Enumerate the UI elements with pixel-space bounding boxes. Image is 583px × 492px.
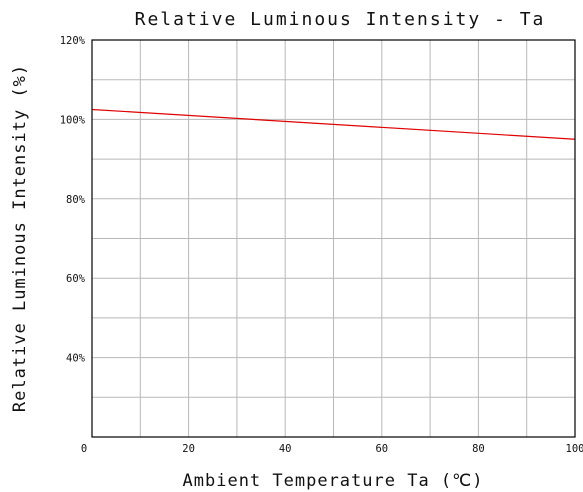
series-line-0: [91, 108, 576, 140]
x-tick-label-20: 20: [182, 443, 195, 455]
y-axis-label: Relative Luminous Intensity (%): [10, 64, 30, 412]
y-tick-labels: 40% 60% 80% 100% 120%: [60, 35, 86, 365]
x-tick-label-100: 100: [566, 443, 583, 455]
x-tick-label-0: 0: [81, 443, 87, 455]
chart-title: Relative Luminous Intensity - Ta: [135, 9, 546, 30]
x-tick-label-40: 40: [279, 443, 292, 455]
y-tick-label-80: 80%: [66, 194, 86, 206]
x-axis-label: Ambient Temperature Ta (℃): [183, 471, 484, 491]
series-layer: [91, 108, 576, 140]
grid-lines: [92, 40, 575, 437]
x-tick-labels: 0 20 40 60 80 100: [81, 443, 583, 455]
y-tick-label-60: 60%: [66, 273, 86, 285]
y-tick-label-40: 40%: [66, 353, 86, 365]
x-tick-label-60: 60: [375, 443, 388, 455]
x-tick-label-80: 80: [472, 443, 485, 455]
y-tick-label-120: 120%: [60, 35, 86, 47]
y-tick-label-100: 100%: [60, 114, 86, 126]
plot-frame: [91, 39, 576, 438]
